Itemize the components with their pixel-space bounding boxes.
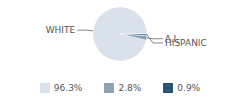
svg-text:HISPANIC: HISPANIC — [165, 38, 207, 48]
html-text:0.9%: 0.9% — [177, 83, 201, 93]
html-text:96.3%: 96.3% — [53, 83, 83, 93]
svg-text:WHITE: WHITE — [46, 25, 76, 35]
html-text:2.8%: 2.8% — [118, 83, 142, 93]
